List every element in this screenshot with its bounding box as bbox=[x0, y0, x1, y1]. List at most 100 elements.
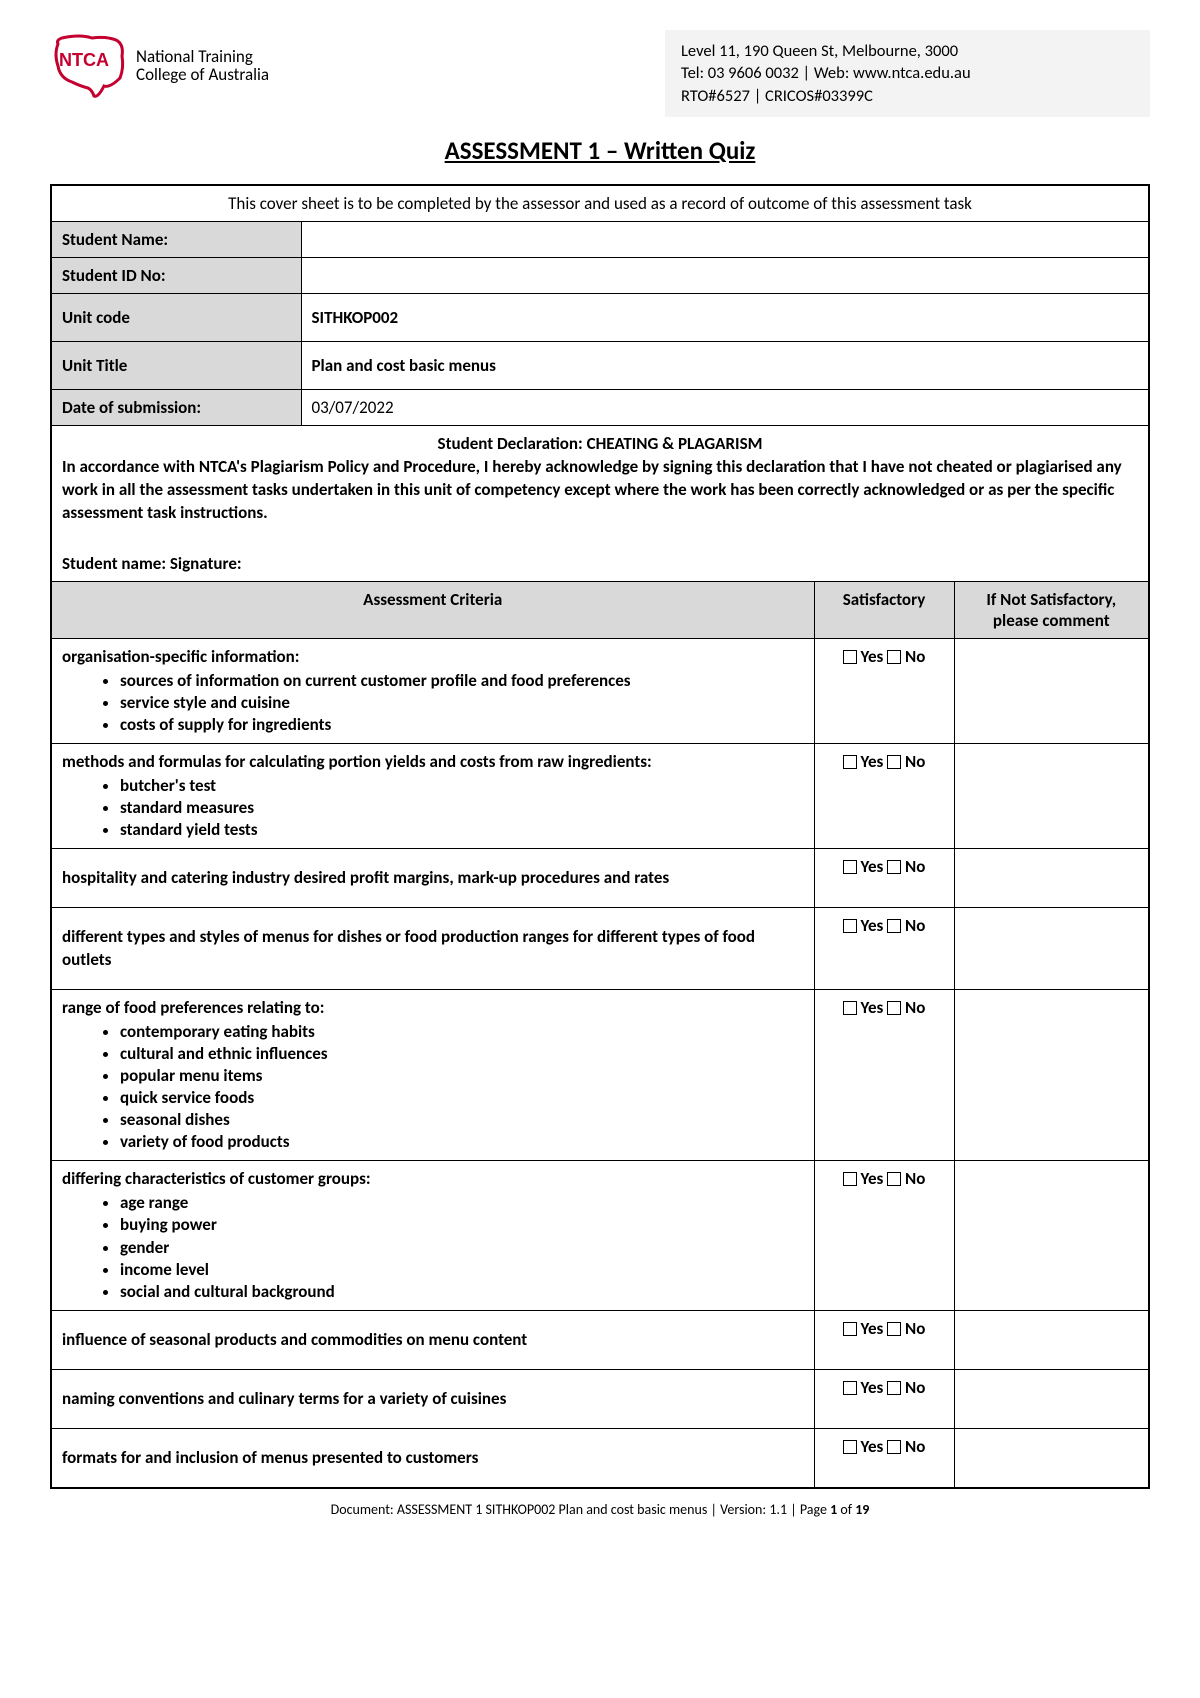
criteria-bullet: quick service foods bbox=[120, 1087, 804, 1109]
comment-cell[interactable] bbox=[954, 1161, 1149, 1311]
student-id-label: Student ID No: bbox=[51, 257, 301, 293]
yes-checkbox[interactable] bbox=[843, 650, 857, 664]
no-checkbox[interactable] bbox=[887, 860, 901, 874]
org-name-line2: College of Australia bbox=[136, 66, 269, 84]
no-checkbox[interactable] bbox=[887, 1172, 901, 1186]
comment-cell[interactable] bbox=[954, 849, 1149, 908]
student-id-value[interactable] bbox=[301, 257, 1149, 293]
unit-title-label: Unit Title bbox=[51, 341, 301, 389]
criteria-text: hospitality and catering industry desire… bbox=[51, 849, 814, 908]
criteria-bullets: sources of information on current custom… bbox=[62, 670, 804, 736]
comment-cell[interactable] bbox=[954, 1310, 1149, 1369]
criteria-text: different types and styles of menus for … bbox=[51, 908, 814, 989]
criteria-bullets: age rangebuying powergenderincome levels… bbox=[62, 1192, 804, 1302]
yes-checkbox[interactable] bbox=[843, 1440, 857, 1454]
comment-cell[interactable] bbox=[954, 1429, 1149, 1489]
comment-cell[interactable] bbox=[954, 1369, 1149, 1428]
declaration-cell: Student Declaration: CHEATING & PLAGARIS… bbox=[51, 425, 1149, 581]
criteria-bullet: gender bbox=[120, 1237, 804, 1259]
declaration-body: In accordance with NTCA's Plagiarism Pol… bbox=[62, 456, 1138, 525]
criteria-row: organisation-specific information:source… bbox=[51, 638, 1149, 743]
yes-checkbox[interactable] bbox=[843, 860, 857, 874]
comment-cell[interactable] bbox=[954, 638, 1149, 743]
satisfactory-cell: Yes No bbox=[814, 743, 954, 848]
footer-doc-label: Document: bbox=[331, 1501, 394, 1518]
no-label: No bbox=[905, 997, 925, 1018]
criteria-bullet: sources of information on current custom… bbox=[120, 670, 804, 692]
yes-label: Yes bbox=[861, 915, 884, 936]
criteria-bullet: standard measures bbox=[120, 797, 804, 819]
yes-checkbox[interactable] bbox=[843, 1322, 857, 1336]
no-label: No bbox=[905, 1377, 925, 1398]
criteria-text: formats for and inclusion of menus prese… bbox=[51, 1429, 814, 1489]
comment-header: If Not Satisfactory, please comment bbox=[954, 581, 1149, 638]
criteria-text: naming conventions and culinary terms fo… bbox=[51, 1369, 814, 1428]
criteria-text: range of food preferences relating to:co… bbox=[51, 989, 814, 1161]
yes-label: Yes bbox=[861, 1377, 884, 1398]
criteria-lead: methods and formulas for calculating por… bbox=[62, 751, 804, 773]
yes-label: Yes bbox=[861, 646, 884, 667]
criteria-lead: range of food preferences relating to: bbox=[62, 997, 804, 1019]
yes-label: Yes bbox=[861, 1436, 884, 1457]
criteria-bullet: popular menu items bbox=[120, 1065, 804, 1087]
criteria-text: differing characteristics of customer gr… bbox=[51, 1161, 814, 1311]
declaration-title: Student Declaration: CHEATING & PLAGARIS… bbox=[62, 433, 1138, 454]
student-name-value[interactable] bbox=[301, 221, 1149, 257]
date-label: Date of submission: bbox=[51, 389, 301, 425]
footer-page-total: 19 bbox=[855, 1501, 869, 1518]
comment-cell[interactable] bbox=[954, 908, 1149, 989]
no-checkbox[interactable] bbox=[887, 1322, 901, 1336]
no-label: No bbox=[905, 646, 925, 667]
criteria-row: influence of seasonal products and commo… bbox=[51, 1310, 1149, 1369]
page-header: NTCA National Training College of Austra… bbox=[50, 30, 1150, 117]
no-checkbox[interactable] bbox=[887, 650, 901, 664]
contact-codes: RTO#6527 | CRICOS#03399C bbox=[681, 85, 1134, 107]
footer-doc-name: ASSESSMENT 1 SITHKOP002 Plan and cost ba… bbox=[397, 1501, 707, 1518]
criteria-bullet: standard yield tests bbox=[120, 819, 804, 841]
comment-cell[interactable] bbox=[954, 989, 1149, 1161]
criteria-row: naming conventions and culinary terms fo… bbox=[51, 1369, 1149, 1428]
satisfactory-cell: Yes No bbox=[814, 849, 954, 908]
logo-org-name: National Training College of Australia bbox=[136, 48, 269, 84]
yes-checkbox[interactable] bbox=[843, 1001, 857, 1015]
no-checkbox[interactable] bbox=[887, 1001, 901, 1015]
criteria-bullet: age range bbox=[120, 1192, 804, 1214]
footer-page-label: Page bbox=[800, 1501, 827, 1518]
yes-checkbox[interactable] bbox=[843, 755, 857, 769]
no-label: No bbox=[905, 1168, 925, 1189]
footer-version-label: Version: bbox=[720, 1501, 766, 1518]
student-name-label: Student Name: bbox=[51, 221, 301, 257]
no-checkbox[interactable] bbox=[887, 919, 901, 933]
criteria-lead: formats for and inclusion of menus prese… bbox=[62, 1447, 804, 1469]
satisfactory-cell: Yes No bbox=[814, 989, 954, 1161]
satisfactory-cell: Yes No bbox=[814, 638, 954, 743]
criteria-row: range of food preferences relating to:co… bbox=[51, 989, 1149, 1161]
criteria-lead: influence of seasonal products and commo… bbox=[62, 1329, 804, 1351]
comment-cell[interactable] bbox=[954, 743, 1149, 848]
criteria-lead: differing characteristics of customer gr… bbox=[62, 1168, 804, 1190]
criteria-header: Assessment Criteria bbox=[51, 581, 814, 638]
criteria-bullet: buying power bbox=[120, 1214, 804, 1236]
satisfactory-cell: Yes No bbox=[814, 1429, 954, 1489]
criteria-bullet: social and cultural background bbox=[120, 1281, 804, 1303]
intro-text: This cover sheet is to be completed by t… bbox=[51, 185, 1149, 222]
criteria-row: hospitality and catering industry desire… bbox=[51, 849, 1149, 908]
yes-checkbox[interactable] bbox=[843, 919, 857, 933]
logo-abbrev: NTCA bbox=[59, 50, 109, 70]
criteria-lead: different types and styles of menus for … bbox=[62, 926, 804, 970]
yes-checkbox[interactable] bbox=[843, 1172, 857, 1186]
logo-block: NTCA National Training College of Austra… bbox=[50, 30, 269, 102]
contact-tel-web: Tel: 03 9606 0032 | Web: www.ntca.edu.au bbox=[681, 62, 1134, 84]
yes-label: Yes bbox=[861, 997, 884, 1018]
satisfactory-cell: Yes No bbox=[814, 1161, 954, 1311]
criteria-bullet: income level bbox=[120, 1259, 804, 1281]
yes-checkbox[interactable] bbox=[843, 1381, 857, 1395]
criteria-row: differing characteristics of customer gr… bbox=[51, 1161, 1149, 1311]
no-checkbox[interactable] bbox=[887, 1440, 901, 1454]
criteria-text: organisation-specific information:source… bbox=[51, 638, 814, 743]
footer-page-current: 1 bbox=[830, 1501, 837, 1518]
no-checkbox[interactable] bbox=[887, 1381, 901, 1395]
no-checkbox[interactable] bbox=[887, 755, 901, 769]
yes-label: Yes bbox=[861, 856, 884, 877]
satisfactory-cell: Yes No bbox=[814, 1310, 954, 1369]
